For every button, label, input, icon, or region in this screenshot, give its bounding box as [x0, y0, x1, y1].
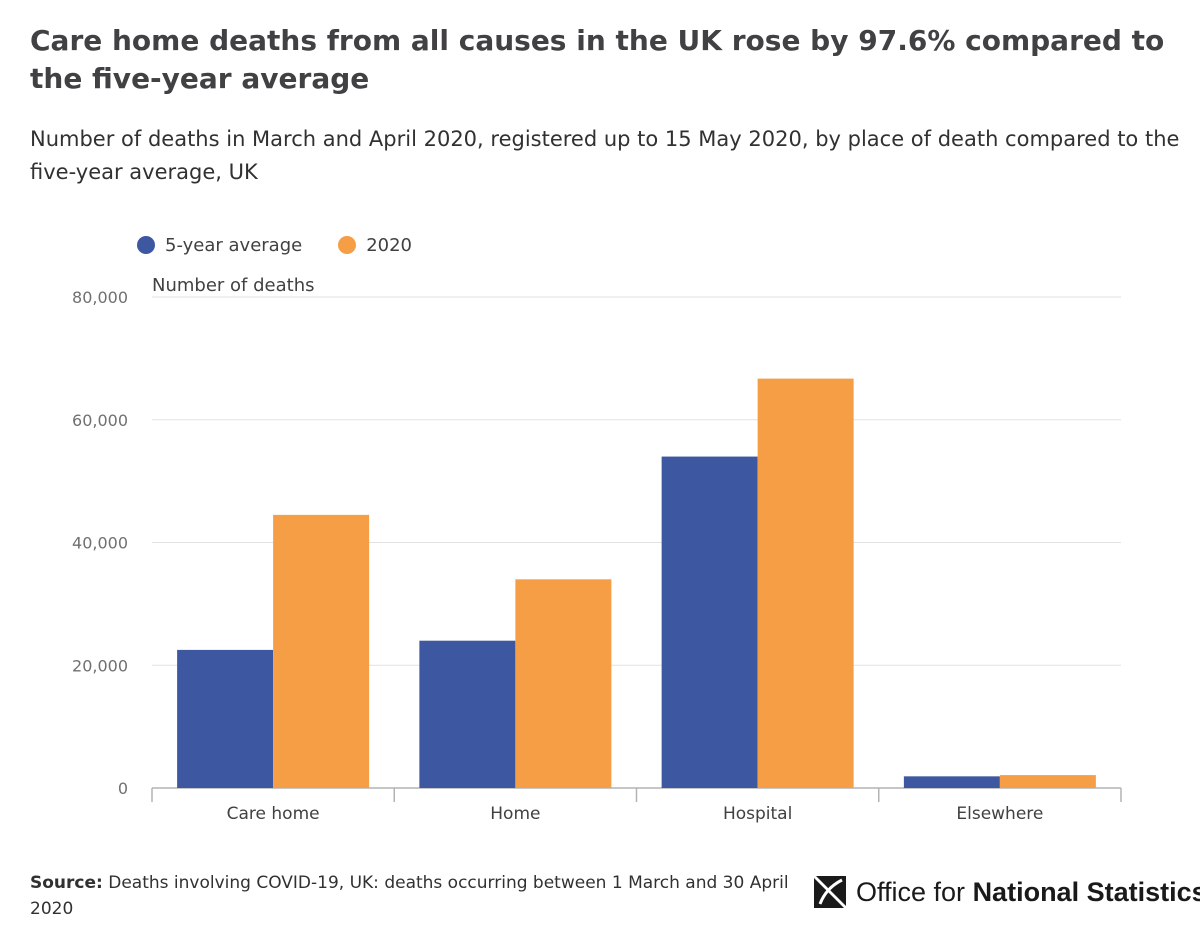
- legend-swatch-5-year-average: [137, 236, 155, 254]
- chart-legend: 5-year average 2020: [137, 232, 448, 258]
- x-tick-label: Hospital: [723, 804, 792, 824]
- x-tick-label: Elsewhere: [956, 804, 1043, 824]
- legend-item-5-year-average: 5-year average: [137, 235, 302, 256]
- logo-text-light: Office for: [856, 876, 966, 907]
- chart-title: Care home deaths from all causes in the …: [30, 24, 1165, 95]
- source-label: Source:: [30, 873, 103, 893]
- legend-label-5-year-average: 5-year average: [165, 234, 303, 256]
- bar: [903, 776, 1000, 788]
- legend-swatch-2020: [338, 236, 357, 254]
- y-tick-label: 0: [118, 779, 128, 798]
- ons-logo-icon: [814, 876, 846, 908]
- chart-subtitle: Number of deaths in March and April 2020…: [30, 127, 1180, 184]
- y-tick-label: 80,000: [72, 288, 128, 307]
- legend-item-2020: 2020: [338, 235, 412, 256]
- logo-text-bold: National Statistics: [972, 876, 1200, 907]
- bar: [177, 649, 274, 788]
- y-axis-title: Number of deaths: [152, 275, 314, 296]
- y-tick-label: 20,000: [72, 656, 128, 675]
- bar-chart: 0 20,000 40,000 60,000 80,000 Number of death…: [72, 275, 1122, 824]
- legend-label-2020: 2020: [366, 234, 413, 256]
- source-text: Deaths involving COVID-19, UK: deaths oc…: [30, 873, 789, 919]
- x-tick-label: Home: [490, 804, 540, 824]
- y-tick-label: 40,000: [72, 534, 128, 553]
- bar: [757, 378, 854, 788]
- bar: [661, 456, 758, 788]
- bar: [273, 514, 370, 788]
- ons-logo: Office for National Statistics: [812, 874, 1200, 910]
- bar: [515, 579, 612, 788]
- x-tick-label: Care home: [227, 804, 320, 824]
- bar: [999, 775, 1096, 788]
- bar: [419, 640, 516, 788]
- source-note: Source: Deaths involving COVID-19, UK: d…: [30, 870, 790, 922]
- y-tick-label: 60,000: [72, 411, 128, 430]
